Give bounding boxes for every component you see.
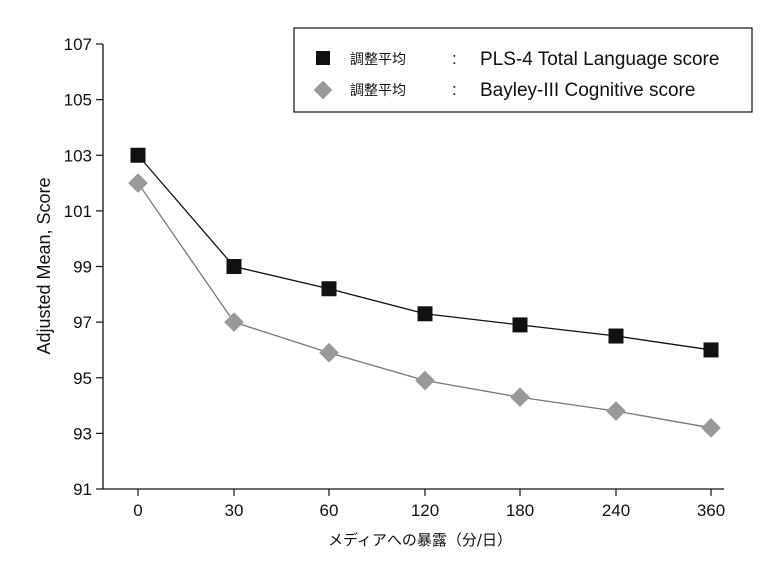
legend-separator-1: : [452, 49, 457, 68]
data-point-pls4 [130, 147, 146, 163]
legend: 調整平均 : PLS-4 Total Language score 調整平均 :… [293, 27, 753, 113]
legend-marker-square [316, 51, 330, 65]
data-point-bayley [606, 401, 626, 421]
x-tick-label: 360 [697, 501, 725, 520]
x-ticks: 0 30 60 120 180 240 360 [133, 489, 725, 520]
y-tick-label: 107 [64, 35, 92, 54]
data-point-pls4 [226, 259, 242, 274]
data-point-bayley [510, 387, 530, 408]
legend-prefix-2: 調整平均 [350, 83, 406, 99]
legend-label-1: PLS-4 Total Language score [480, 49, 719, 70]
y-tick-label: 97 [73, 313, 92, 332]
legend-box [293, 27, 753, 113]
y-tick-label: 101 [64, 202, 92, 221]
y-ticks: 91 93 95 97 99 101 103 105 107 [64, 35, 103, 499]
y-tick-label: 95 [73, 369, 92, 388]
data-point-pls4 [417, 306, 433, 322]
y-tick-label: 105 [64, 91, 92, 110]
data-point-bayley [701, 417, 721, 438]
legend-separator-2: : [452, 80, 457, 99]
series-line-bayley [137, 182, 712, 429]
data-point-pls4 [321, 281, 337, 297]
y-axis-title: Adjusted Mean, Score [34, 177, 54, 354]
legend-marker-diamond [313, 80, 333, 100]
x-tick-label: 120 [411, 501, 439, 520]
y-tick-label: 91 [73, 480, 92, 499]
series-layer [128, 147, 721, 438]
x-tick-label: 0 [133, 501, 142, 520]
data-point-pls4 [512, 317, 528, 333]
y-tick-label: 99 [73, 258, 92, 277]
x-tick-label: 60 [320, 501, 339, 520]
x-tick-label: 240 [602, 501, 630, 520]
data-point-bayley [128, 173, 148, 193]
data-point-bayley [224, 312, 244, 332]
y-tick-label: 93 [73, 424, 92, 443]
x-tick-label: 30 [225, 501, 244, 520]
data-point-bayley [415, 370, 435, 391]
data-point-bayley [319, 342, 339, 363]
x-axis-title: メディアへの暴露（分/日） [328, 531, 512, 549]
data-point-pls4 [703, 342, 719, 358]
legend-prefix-1: 調整平均 [350, 52, 406, 68]
y-tick-label: 103 [64, 146, 92, 165]
legend-label-2: Bayley-III Cognitive score [480, 80, 695, 101]
data-point-pls4 [608, 328, 624, 344]
x-tick-label: 180 [506, 501, 534, 520]
